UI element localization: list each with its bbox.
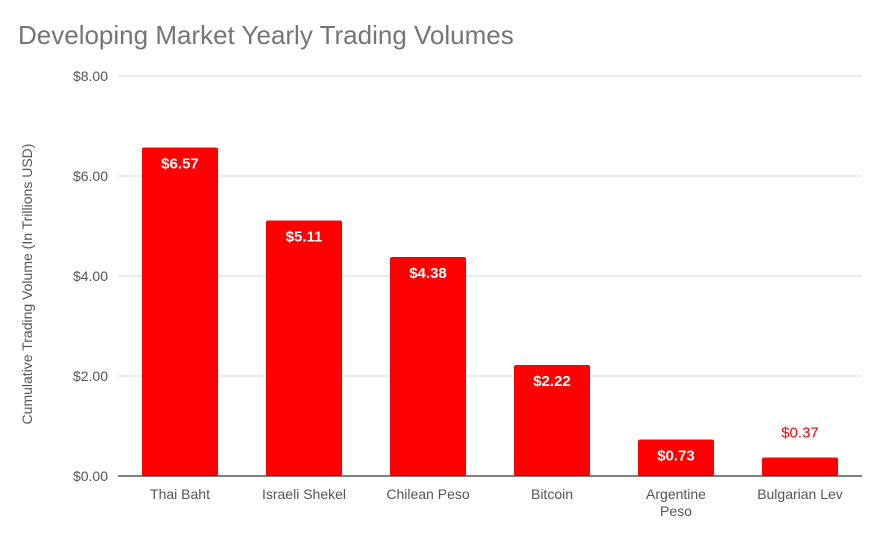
data-label: $2.22 <box>533 373 571 390</box>
y-tick-label: $4.00 <box>73 268 108 284</box>
x-category-label: Chilean Peso <box>386 486 469 502</box>
y-tick-label: $0.00 <box>73 468 108 484</box>
bar <box>762 457 838 476</box>
bar <box>142 147 218 476</box>
gridlines <box>118 75 862 377</box>
x-category-label: Peso <box>660 503 692 519</box>
x-category-label: Bulgarian Lev <box>757 486 843 502</box>
data-label: $6.57 <box>161 156 199 173</box>
y-axis-ticks: $0.00 $2.00 $4.00 $6.00 $8.00 <box>73 68 108 484</box>
data-label: $0.73 <box>657 448 695 465</box>
x-axis-categories: Thai Baht Israeli Shekel Chilean Peso Bitco… <box>150 486 843 519</box>
bars <box>142 147 838 476</box>
data-label: $0.37 <box>781 425 819 442</box>
x-category-label: Bitcoin <box>531 486 573 502</box>
bar <box>514 365 590 476</box>
y-tick-label: $6.00 <box>73 168 108 184</box>
data-labels: $6.57 $5.11 $4.38 $2.22 $0.73 $0.37 <box>161 156 819 465</box>
data-label: $5.11 <box>286 229 323 246</box>
bar <box>266 220 342 476</box>
bar <box>638 439 714 476</box>
data-label: $4.38 <box>409 265 447 282</box>
bar <box>390 257 466 476</box>
y-tick-label: $2.00 <box>73 368 108 384</box>
x-category-label: Argentine <box>646 486 706 502</box>
y-tick-label: $8.00 <box>73 68 108 84</box>
x-category-label: Israeli Shekel <box>262 486 346 502</box>
x-category-label: Thai Baht <box>150 486 210 502</box>
y-axis-label: Cumulative Trading Volume (In Trillions … <box>19 144 35 425</box>
chart-title: Developing Market Yearly Trading Volumes <box>18 20 514 50</box>
